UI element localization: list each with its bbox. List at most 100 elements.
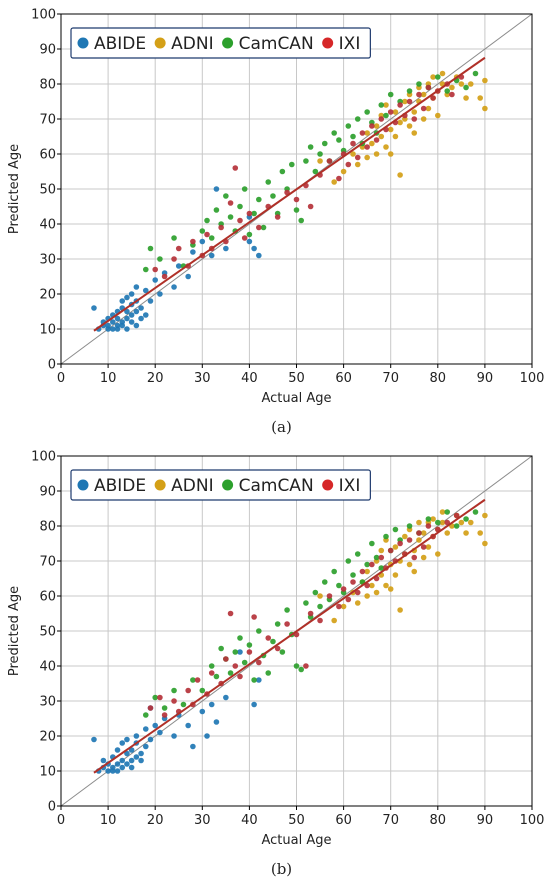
point-camcan [336,582,342,589]
point-abide [190,743,196,750]
point-ixi [359,568,366,575]
point-camcan [190,677,196,683]
point-ixi [185,687,191,694]
point-ixi [364,144,370,150]
point-camcan [350,572,356,578]
x-tick-label: 10 [100,371,117,386]
x-tick-label: 100 [520,371,545,386]
point-adni [369,582,375,589]
point-abide [157,291,163,297]
point-camcan [387,91,394,98]
point-adni [420,554,427,561]
point-ixi [354,589,361,596]
point-abide [124,315,130,322]
point-adni [458,519,465,526]
point-abide [124,750,130,757]
point-abide [114,315,121,322]
point-abide [128,757,135,764]
point-camcan [142,712,149,718]
point-adni [397,607,403,613]
legend-marker-ixi [322,479,334,491]
point-abide [251,701,257,708]
point-abide [204,733,210,739]
point-abide [119,298,126,304]
x-tick-label: 50 [288,371,305,386]
point-camcan [152,694,158,701]
point-adni [364,593,370,599]
point-ixi [251,614,257,620]
point-ixi [232,165,239,171]
point-abide [152,722,158,729]
point-adni [364,568,370,575]
point-adni [331,179,337,185]
point-abide [138,757,144,764]
point-abide [142,312,149,318]
point-abide [110,319,116,325]
point-camcan [392,526,399,533]
point-ixi [387,109,394,115]
point-camcan [208,235,215,241]
point-adni [420,530,427,536]
point-camcan [251,677,257,683]
x-tick-label: 10 [100,813,117,828]
point-camcan [444,88,451,94]
point-ixi [246,649,253,655]
point-camcan [373,554,380,561]
point-adni [387,151,394,157]
regression-line [93,498,486,774]
legend-label-ixi: IXI [339,34,361,54]
point-adni [411,130,418,136]
y-tick-label: 0 [48,358,56,373]
point-adni [467,519,474,526]
point-abide [152,277,158,283]
point-abide [175,263,182,269]
panel-caption: (b) [271,860,292,878]
y-axis-label: Predicted Age [7,144,22,234]
point-camcan [354,551,361,557]
point-adni [416,519,422,526]
point-adni [463,95,469,101]
point-camcan [354,116,361,122]
point-ixi [284,621,290,627]
point-adni [477,530,483,536]
point-camcan [331,568,337,575]
y-tick-label: 100 [31,450,56,465]
point-camcan [279,649,286,655]
point-camcan [246,642,253,648]
point-abide [246,238,253,245]
legend-label-adni: ADNI [171,34,213,54]
point-adni [364,154,370,161]
point-ixi [237,673,243,680]
legend: ABIDE ADNI CamCAN IXI [70,27,371,59]
x-tick-label: 20 [147,813,164,828]
point-adni [416,537,422,543]
point-ixi [208,670,215,676]
point-adni [402,533,408,540]
point-abide [124,326,130,332]
point-camcan [350,133,356,140]
point-camcan [204,217,210,224]
point-adni [425,544,432,550]
point-ixi [449,91,455,98]
point-abide [213,719,220,725]
x-tick-label: 80 [430,371,447,386]
point-adni [406,123,413,129]
point-abide [114,761,121,767]
point-camcan [307,144,314,150]
point-camcan [453,523,460,529]
point-adni [369,140,375,147]
point-camcan [293,663,300,669]
point-abide [114,326,121,332]
point-ixi [373,137,380,143]
x-axis-label: Actual Age [261,391,331,406]
point-camcan [435,74,441,80]
point-ixi [340,586,347,592]
point-ixi [411,554,418,561]
point-camcan [472,509,479,515]
point-ixi [416,530,422,536]
point-adni [392,133,399,140]
x-tick-label: 90 [477,813,494,828]
point-abide [119,322,126,329]
legend-marker-ixi [322,37,334,49]
point-camcan [223,193,229,199]
